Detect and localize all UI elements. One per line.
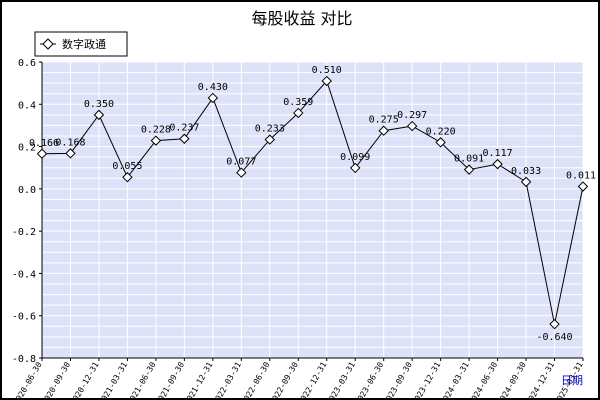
y-tick-label: -0.8 bbox=[12, 354, 36, 365]
data-point-marker bbox=[207, 92, 219, 104]
x-tick-label: 2023-12-31 bbox=[410, 360, 442, 398]
data-point-marker bbox=[406, 120, 418, 132]
data-label: 0.168 bbox=[55, 137, 85, 148]
data-point-marker bbox=[549, 318, 560, 330]
data-label: 0.233 bbox=[255, 124, 285, 135]
legend: 数字政通 bbox=[34, 31, 128, 57]
legend-diamond-marker-icon bbox=[42, 38, 54, 50]
x-tick-label: 2022-12-31 bbox=[297, 360, 329, 398]
x-tick-label: 2021-09-30 bbox=[154, 360, 186, 398]
data-label: 0.220 bbox=[426, 126, 456, 137]
y-tick-label: -0.6 bbox=[12, 312, 36, 323]
data-point-marker bbox=[577, 181, 589, 192]
data-label: 0.091 bbox=[454, 154, 484, 165]
data-label: 0.033 bbox=[511, 166, 541, 177]
x-tick-label: 2020-09-30 bbox=[40, 360, 72, 398]
y-tick-label: -0.4 bbox=[12, 269, 36, 280]
data-label: 0.350 bbox=[84, 99, 114, 110]
data-point-marker bbox=[350, 162, 361, 174]
data-point-marker bbox=[293, 107, 304, 119]
data-label: 0.228 bbox=[141, 125, 171, 136]
data-point-marker bbox=[36, 148, 48, 159]
x-axis-label: 日期 bbox=[561, 374, 583, 387]
data-label: -0.640 bbox=[536, 332, 572, 343]
data-point-marker bbox=[236, 167, 247, 178]
x-tick-label: 2024-12-31 bbox=[524, 360, 556, 398]
x-tick-label: 2020-12-31 bbox=[69, 360, 101, 398]
plot-area-group: 0.60.40.20.0-0.2-0.4-0.6-0.82020-06-3020… bbox=[12, 58, 596, 398]
data-point-marker bbox=[93, 109, 105, 121]
data-label: 0.237 bbox=[169, 123, 199, 134]
data-label: 0.117 bbox=[483, 148, 513, 159]
x-tick-label: 2021-03-31 bbox=[97, 360, 129, 398]
x-tick-label: 2022-09-30 bbox=[268, 360, 300, 398]
x-tick-label: 2023-09-30 bbox=[382, 360, 414, 398]
data-point-marker bbox=[65, 148, 76, 159]
data-point-marker bbox=[179, 133, 190, 144]
x-tick-label: 2021-06-30 bbox=[126, 360, 158, 398]
data-label: 0.430 bbox=[198, 82, 228, 93]
x-tick-label: 2023-03-31 bbox=[325, 360, 357, 398]
x-tick-label: 2023-06-30 bbox=[354, 360, 386, 398]
data-label: 0.099 bbox=[340, 152, 370, 163]
data-point-marker bbox=[150, 135, 162, 146]
y-tick-label: 0.2 bbox=[18, 143, 36, 154]
data-point-marker bbox=[492, 158, 503, 170]
x-tick-label: 2022-03-31 bbox=[211, 360, 243, 398]
data-label: 0.359 bbox=[283, 97, 313, 108]
y-tick-label: 0.4 bbox=[18, 100, 36, 111]
y-tick-label: 0.6 bbox=[18, 58, 36, 69]
x-tick-label: 2022-06-30 bbox=[240, 360, 272, 398]
data-label: 0.297 bbox=[397, 110, 427, 121]
data-point-marker bbox=[264, 134, 275, 145]
data-point-marker bbox=[520, 176, 532, 188]
x-tick-label: 2024-09-30 bbox=[496, 360, 528, 398]
data-point-marker bbox=[122, 172, 133, 183]
y-tick-label: -0.2 bbox=[12, 227, 36, 238]
data-point-marker bbox=[435, 137, 446, 148]
x-tick-label: 2021-12-31 bbox=[183, 360, 215, 398]
x-tick-label: 2024-03-31 bbox=[439, 360, 471, 398]
x-tick-label: 2020-06-30 bbox=[12, 360, 44, 398]
data-label: 0.510 bbox=[312, 65, 342, 76]
data-label: 0.055 bbox=[112, 161, 142, 172]
y-tick-label: 0.0 bbox=[18, 185, 36, 196]
x-tick-label: 2024-06-30 bbox=[467, 360, 499, 398]
series-line bbox=[41, 80, 584, 325]
chart-title: 每股收益 对比 bbox=[251, 9, 352, 28]
data-point-marker bbox=[378, 125, 389, 136]
data-label: 0.166 bbox=[29, 138, 59, 149]
data-label: 0.077 bbox=[226, 157, 256, 168]
data-point-marker bbox=[321, 75, 332, 87]
legend-series-name: 数字政通 bbox=[62, 37, 106, 51]
data-label: 0.275 bbox=[369, 115, 399, 126]
data-point-marker bbox=[463, 164, 475, 175]
data-label: 0.011 bbox=[566, 171, 596, 182]
